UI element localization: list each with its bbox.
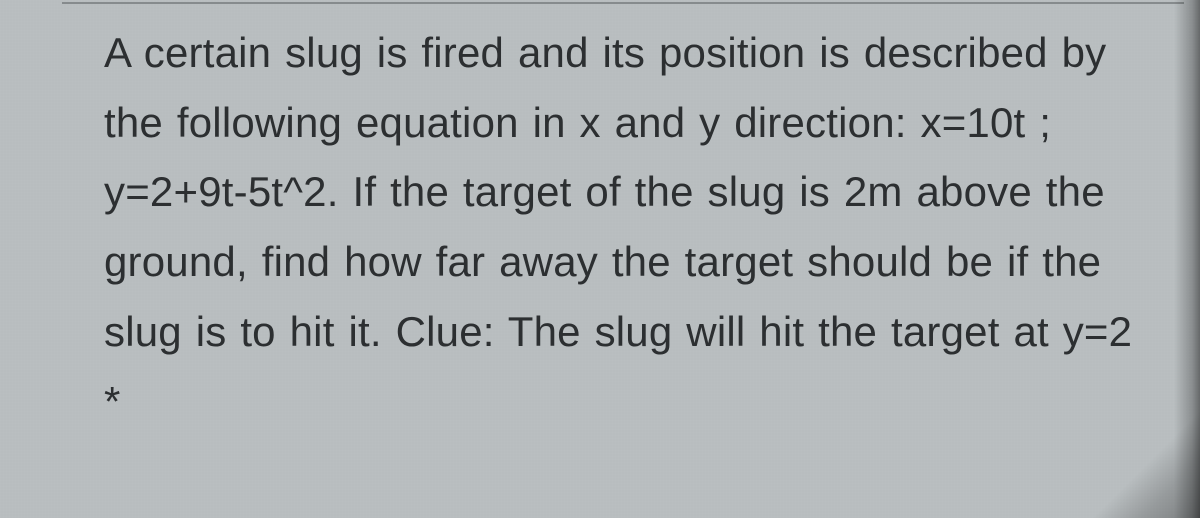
- right-edge-shadow: [1174, 0, 1200, 518]
- question-text-block: A certain slug is fired and its position…: [64, 10, 1170, 508]
- top-divider-line: [62, 2, 1184, 4]
- question-text: A certain slug is fired and its position…: [104, 29, 1132, 425]
